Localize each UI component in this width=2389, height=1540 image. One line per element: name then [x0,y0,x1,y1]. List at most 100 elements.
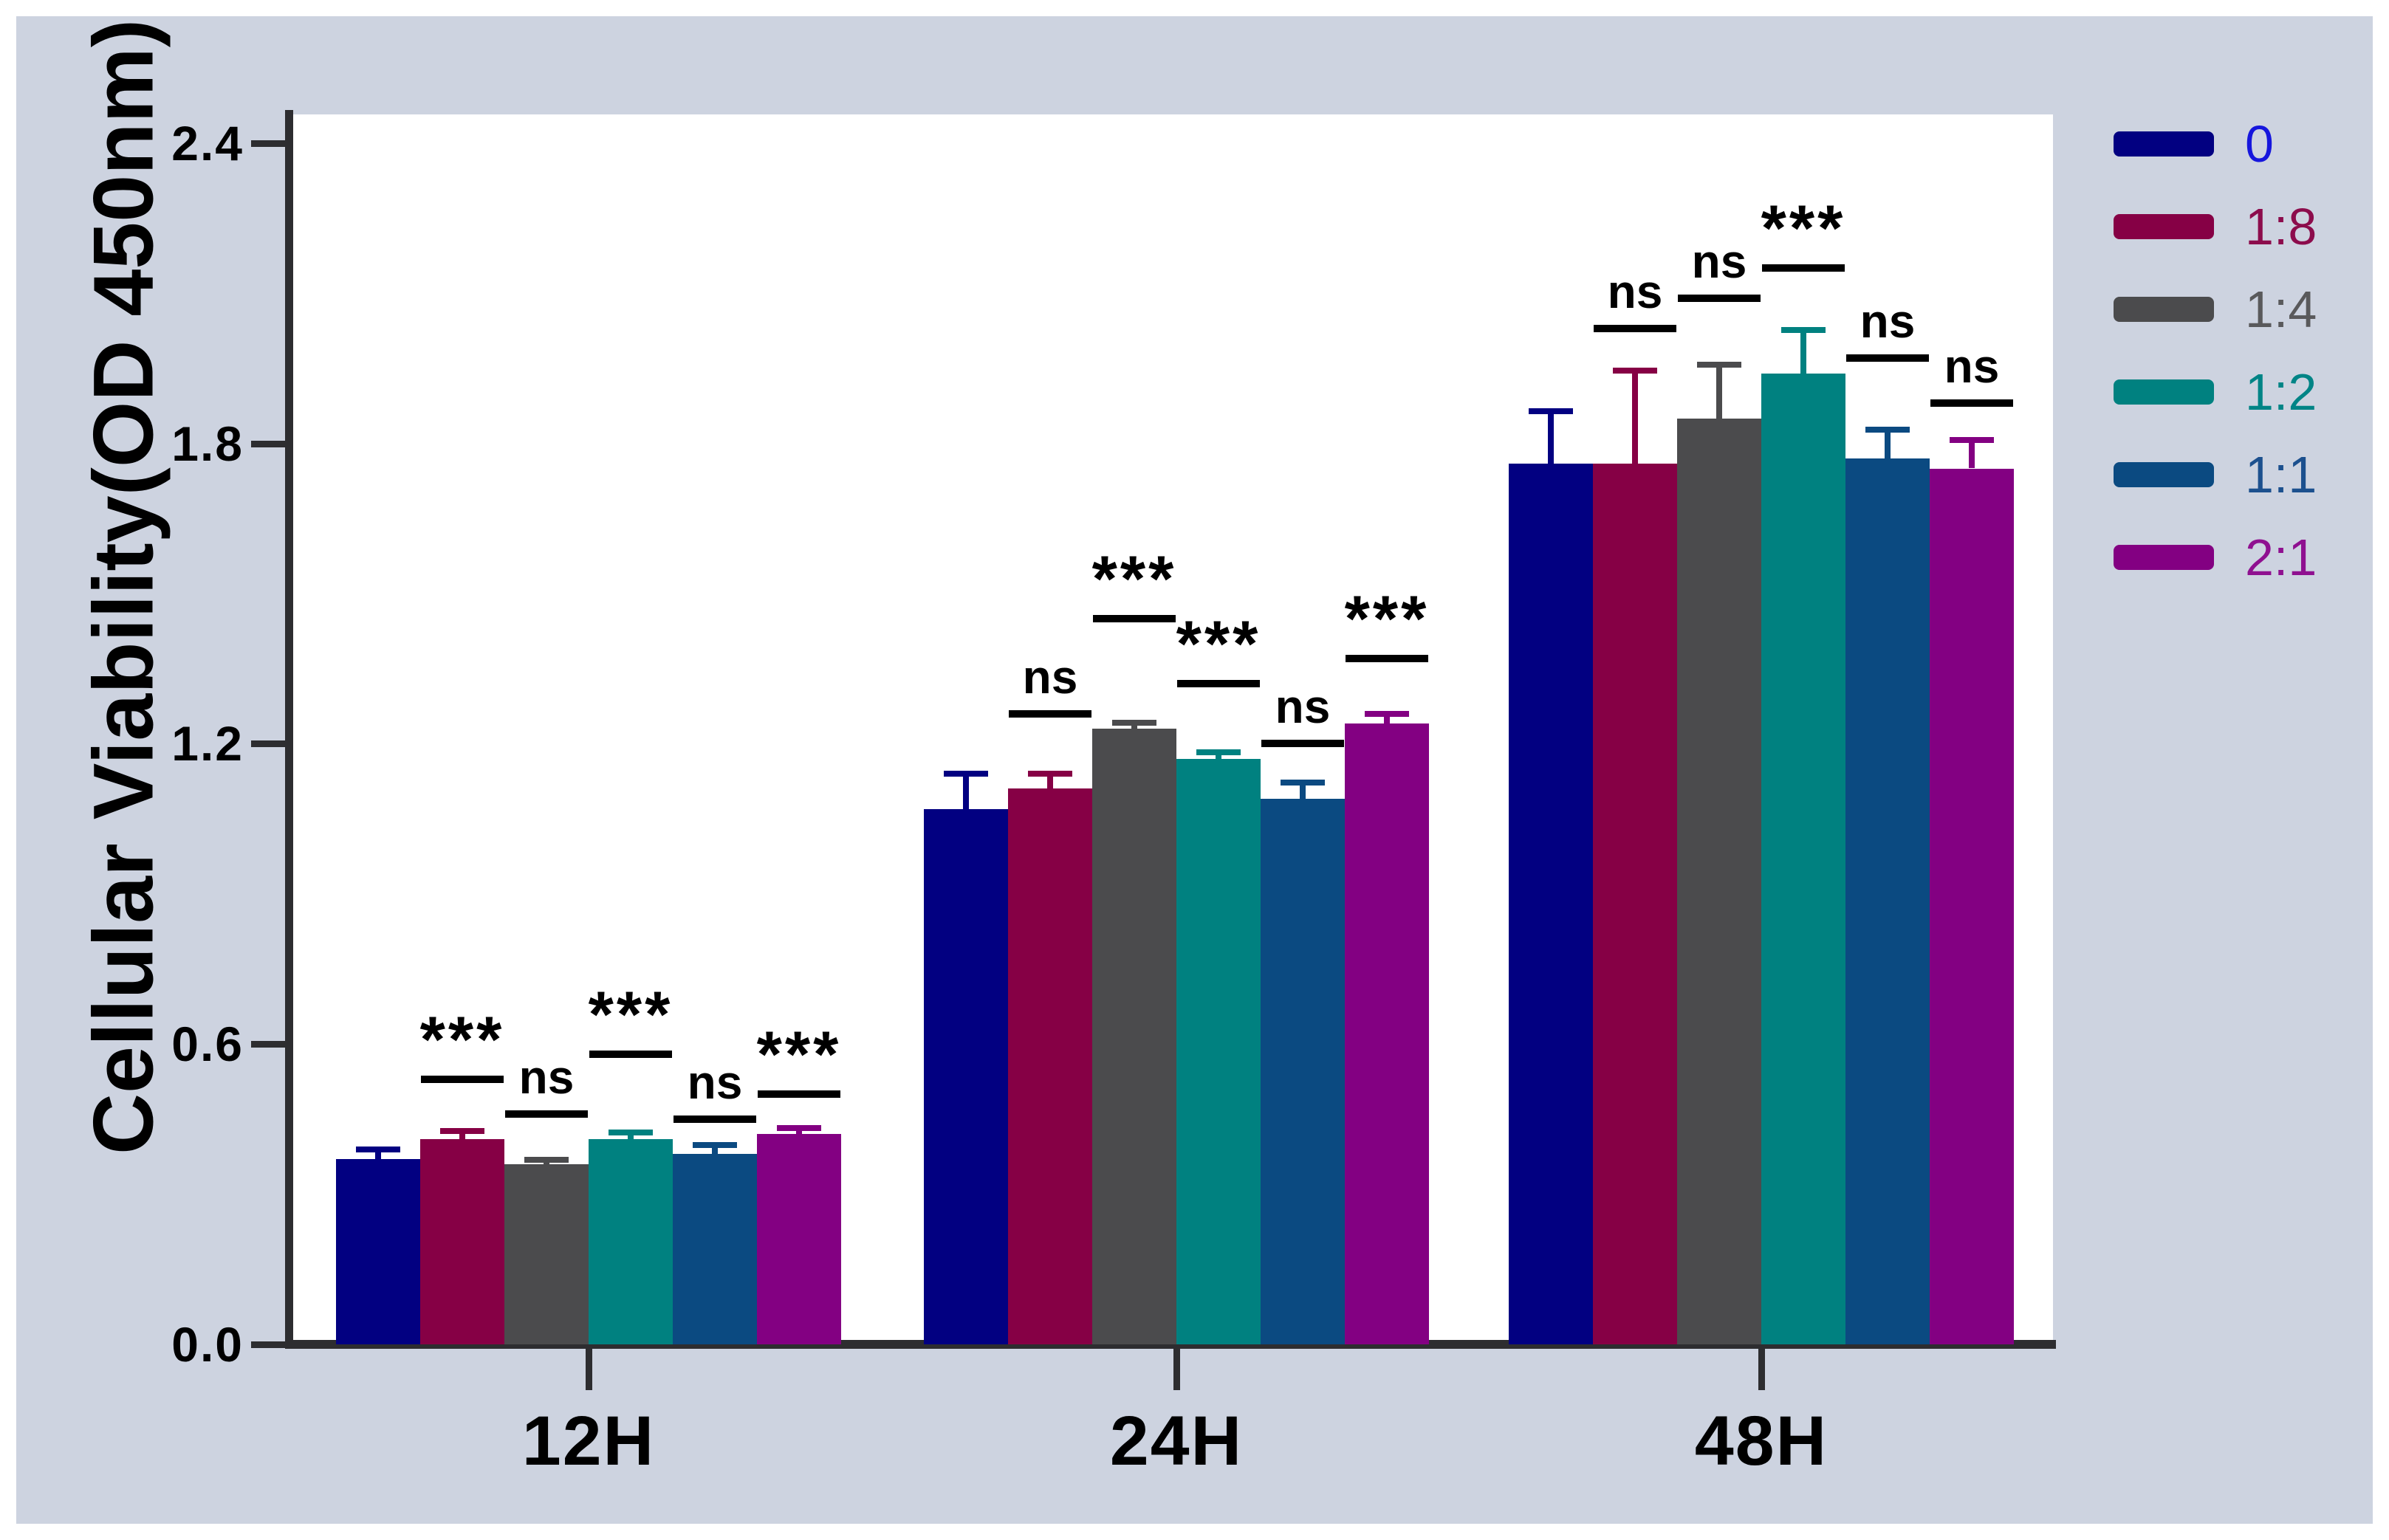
significance-label: ns [1607,264,1663,318]
bar-1:2-12H [589,1139,673,1344]
error-bar-cap [1781,327,1826,334]
y-tick [251,1341,285,1348]
y-tick-label: 1.2 [171,716,244,771]
error-bar-stem [628,1132,634,1140]
error-bar-stem [1800,330,1806,374]
legend-label-1:2: 1:2 [2245,363,2317,421]
error-bar-stem [1548,410,1554,464]
bar-1:8-12H [420,1139,504,1344]
bar-1:1-24H [1261,798,1345,1344]
significance-label: ns [687,1055,743,1109]
significance-label: *** [1176,607,1261,681]
significance-label: *** [1091,541,1177,615]
bar-2:1-12H [757,1134,841,1344]
significance-label: ns [1691,234,1747,288]
significance-line [1594,324,1676,332]
error-bar-cap [440,1128,484,1135]
x-tick [1758,1349,1765,1390]
y-tick [251,740,285,748]
significance-line [589,1050,672,1058]
bar-1:4-24H [1092,729,1176,1344]
significance-line [1346,655,1428,663]
bar-1:4-48H [1677,418,1761,1344]
error-bar-cap [1112,719,1156,726]
significance-line [421,1075,504,1083]
significance-label: *** [588,977,673,1051]
x-category-label: 48H [1694,1402,1828,1480]
error-bar-stem [712,1145,718,1155]
significance-label: *** [419,1002,505,1076]
error-bar-cap [777,1125,821,1132]
legend-label-1:4: 1:4 [2245,281,2317,338]
error-bar-stem [1384,713,1390,724]
error-bar-cap [1281,780,1325,786]
bar-2:1-48H [1930,468,2014,1344]
error-bar-stem [1216,752,1221,759]
significance-line [673,1115,756,1123]
y-tick [251,440,285,447]
legend-swatch-1:8 [2114,214,2214,239]
legend-swatch-0 [2114,131,2214,157]
error-bar-stem [1131,722,1137,729]
significance-line [758,1090,840,1098]
error-bar-stem [1047,774,1053,789]
error-bar-cap [1365,710,1409,717]
y-tick-label: 1.8 [171,416,244,471]
significance-label: *** [756,1017,842,1090]
error-bar-cap [1196,749,1241,755]
bar-2:1-24H [1345,723,1429,1344]
error-bar-stem [1300,783,1306,799]
significance-line [1009,709,1091,718]
error-bar-cap [693,1142,737,1149]
error-bar-stem [375,1149,381,1160]
y-tick [251,1041,285,1048]
bar-1:1-48H [1845,458,1930,1344]
y-tick-label: 2.4 [171,115,244,171]
significance-line [1177,680,1260,688]
legend-swatch-1:4 [2114,297,2214,322]
legend-swatch-2:1 [2114,545,2214,570]
y-axis-line [285,110,293,1349]
bar-0-24H [924,808,1008,1344]
significance-label: ns [1022,650,1078,704]
bar-1:2-24H [1176,758,1261,1344]
significance-label: *** [1344,582,1430,656]
bar-1:8-48H [1593,463,1677,1344]
significance-line [1762,264,1845,272]
y-tick-label: 0.6 [171,1017,244,1072]
bar-0-48H [1509,463,1593,1344]
legend-label-1:1: 1:1 [2245,446,2317,503]
y-tick [251,140,285,147]
bar-1:8-24H [1008,788,1092,1344]
significance-line [1678,294,1761,302]
x-category-label: 12H [521,1402,656,1480]
legend-label-0: 0 [2245,115,2274,173]
error-bar-stem [1716,365,1722,419]
x-tick [586,1349,592,1390]
significance-line [1261,740,1344,748]
significance-label: ns [518,1051,575,1104]
error-bar-cap [944,771,988,777]
significance-line [1093,614,1176,622]
legend-label-1:8: 1:8 [2245,198,2317,255]
error-bar-stem [796,1128,802,1135]
significance-label: ns [1944,340,2000,393]
error-bar-cap [1697,362,1741,368]
error-bar-stem [963,774,969,809]
error-bar-stem [1969,439,1975,469]
x-tick [1173,1349,1180,1390]
error-bar-cap [1529,408,1573,414]
significance-label: ns [1860,295,1916,348]
bar-1:1-12H [673,1154,757,1344]
bar-0-12H [336,1159,420,1344]
legend-swatch-1:1 [2114,462,2214,487]
error-bar-stem [1632,371,1638,464]
error-bar-cap [1950,436,1994,443]
error-bar-stem [459,1131,465,1140]
x-category-label: 24H [1109,1402,1244,1480]
significance-line [1846,354,1929,362]
significance-line [505,1110,588,1118]
significance-line [1930,399,2013,408]
